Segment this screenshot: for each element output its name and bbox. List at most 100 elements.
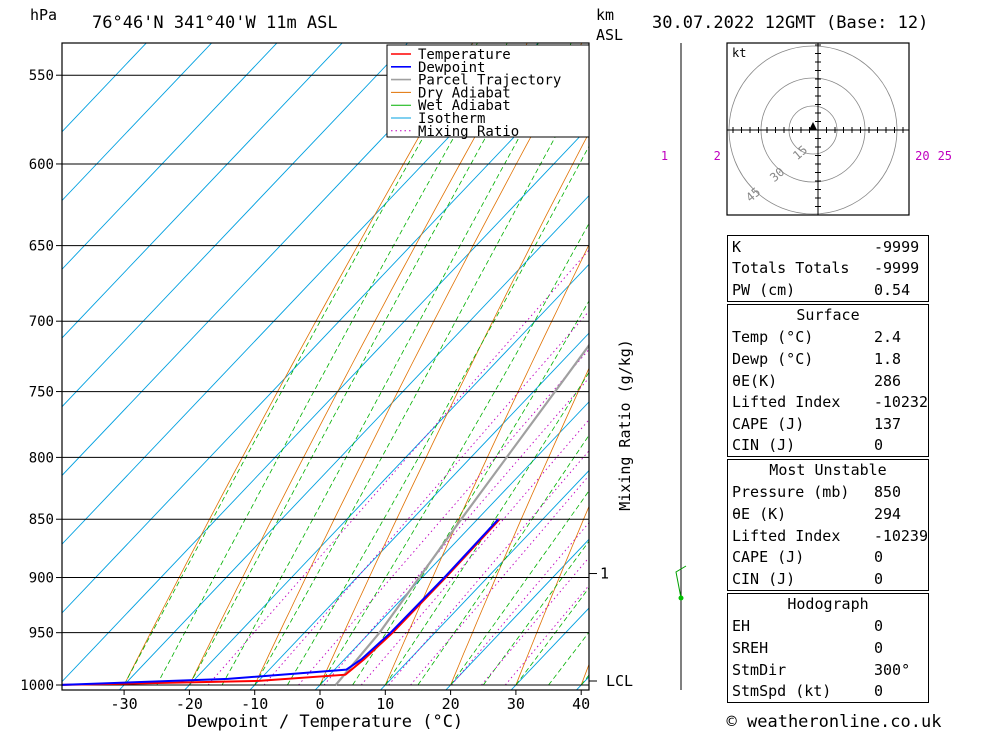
- mixing-ratio-label: 2: [714, 149, 721, 163]
- mu-label: CIN (J): [732, 569, 796, 588]
- hodo-value: 300°: [874, 660, 911, 679]
- surface-value: 137: [874, 414, 902, 433]
- mixing-ratio-line: [263, 310, 589, 686]
- legend-entry: Dewpoint: [418, 60, 485, 76]
- hodo-label: EH: [732, 617, 751, 636]
- index-row-pw: PW (cm) 0.54: [728, 279, 928, 301]
- index-row-totals: Totals Totals -9999: [728, 258, 928, 280]
- temperature-tick-label: 40: [572, 695, 590, 713]
- km-label: km: [596, 6, 614, 24]
- hodograph-unit: kt: [732, 46, 746, 60]
- hodo-row: StmSpd (kt) 0: [728, 680, 928, 702]
- asl-label: ASL: [596, 26, 623, 44]
- mu-label: CAPE (J): [732, 548, 805, 567]
- surface-value: 286: [874, 371, 902, 390]
- temperature-tick-label: -30: [111, 695, 138, 713]
- surface-label: CIN (J): [732, 436, 796, 455]
- index-value: 0.54: [874, 280, 911, 299]
- surface-label: Temp (°C): [732, 328, 814, 347]
- surface-label: Lifted Index: [732, 393, 841, 412]
- storm-motion-marker: [809, 122, 817, 130]
- dry-adiabat-line: [515, 505, 589, 686]
- mixing-ratio-label: 25: [938, 149, 952, 163]
- surface-label: Dewp (°C): [732, 349, 814, 368]
- index-label: Totals Totals: [732, 259, 850, 278]
- hodo-label: SREH: [732, 638, 769, 657]
- isotherm-line: [249, 332, 589, 690]
- mu-row: Lifted Index -10239: [728, 525, 928, 547]
- temperature-tick-label: 30: [507, 695, 525, 713]
- mu-row: CAPE (J) 0: [728, 546, 928, 568]
- legend-entry: Isotherm: [418, 111, 485, 127]
- mu-label: Lifted Index: [732, 526, 841, 545]
- hodograph-stats-title: Hodograph: [787, 595, 869, 613]
- index-value: -9999: [874, 237, 920, 256]
- legend-entry: Temperature: [418, 47, 511, 63]
- index-value: -9999: [874, 259, 920, 278]
- hodo-row: StmDir 300°: [728, 659, 928, 681]
- dry-adiabat-line: [973, 0, 1000, 685]
- mixing-ratio-label: 20: [915, 149, 929, 163]
- pressure-tick-label: 700: [29, 314, 54, 330]
- surface-label: θE(K): [732, 371, 778, 390]
- pressure-tick-label: 650: [29, 239, 54, 255]
- pressure-tick-label: 1000: [20, 678, 54, 694]
- mu-value: 850: [874, 483, 902, 502]
- mu-row: θE (K) 294: [728, 503, 928, 525]
- legend-entry: Parcel Trajectory: [418, 73, 561, 89]
- hodo-value: 0: [874, 638, 884, 657]
- temperature-tick-label: 0: [315, 695, 324, 713]
- surface-row: CIN (J) 0: [728, 435, 928, 457]
- isotherm-line: [62, 126, 589, 683]
- wind-marker: [678, 595, 684, 601]
- km-tick-label: 1: [600, 565, 609, 583]
- surface-row: Lifted Index -10232: [728, 391, 928, 413]
- hodo-value: 0: [874, 617, 884, 636]
- index-label: PW (cm): [732, 280, 796, 299]
- hodo-row: EH 0: [728, 616, 928, 638]
- hodograph-stats-panel: Hodograph EH 0 SREH 0 StmDir 300° StmSpd (k…: [727, 593, 929, 703]
- surface-title: Surface: [796, 306, 860, 324]
- mu-value: 294: [874, 504, 902, 523]
- most-unstable-panel: Most Unstable Pressure (mb) 850 θE (K) 294…: [727, 459, 929, 591]
- mu-row: CIN (J) 0: [728, 568, 928, 590]
- isotherm-line: [62, 43, 278, 270]
- isotherm-line: [62, 43, 409, 408]
- mu-value: 0: [874, 548, 884, 567]
- index-row-k: K -9999: [728, 236, 928, 258]
- datetime-label: 30.07.2022 12GMT (Base: 12): [652, 13, 928, 33]
- x-axis-title: Dewpoint / Temperature (°C): [187, 712, 463, 732]
- hodograph: kt 15 30 45: [726, 42, 910, 216]
- wet-adiabat-line: [417, 434, 589, 686]
- plot-frame: [61, 42, 590, 691]
- temperature-tick-label: 20: [442, 695, 460, 713]
- index-label: K: [732, 237, 742, 256]
- isotherm-line: [118, 194, 589, 690]
- pressure-unit-label: hPa: [30, 6, 57, 24]
- copyright-label: © weatheronline.co.uk: [727, 712, 942, 732]
- mixing-ratio-axis-title: Mixing Ratio (g/kg): [616, 339, 634, 511]
- temperature-tick-label: 10: [376, 695, 394, 713]
- surface-row: CAPE (J) 137: [728, 413, 928, 435]
- wet-adiabat-line: [450, 490, 589, 686]
- pressure-tick-label: 800: [29, 450, 54, 466]
- temperature-line: [62, 518, 501, 686]
- km-tick-label: LCL: [606, 672, 633, 690]
- mixing-ratio-line: [323, 377, 589, 686]
- surface-value: 2.4: [874, 328, 902, 347]
- location-label: 76°46'N 341°40'W 11m ASL: [92, 13, 338, 33]
- wet-adiabat-line: [254, 74, 589, 686]
- surface-value: 0: [874, 436, 884, 455]
- wind-barb: [675, 565, 687, 599]
- temperature-tick-label: -20: [176, 695, 203, 713]
- isotherm-line: [62, 43, 147, 133]
- indices-panel: K -9999 Totals Totals -9999 PW (cm) 0.54: [727, 235, 929, 302]
- mu-value: -10239: [873, 526, 928, 545]
- surface-panel: Surface Temp (°C) 2.4 Dewp (°C) 1.8 θE(K) 2…: [727, 304, 929, 458]
- isotherm-line: [62, 43, 343, 339]
- pressure-tick-label: 600: [29, 157, 54, 173]
- surface-value: 1.8: [874, 349, 902, 368]
- isotherm-line: [379, 469, 589, 690]
- pressure-tick-label: 850: [29, 512, 54, 528]
